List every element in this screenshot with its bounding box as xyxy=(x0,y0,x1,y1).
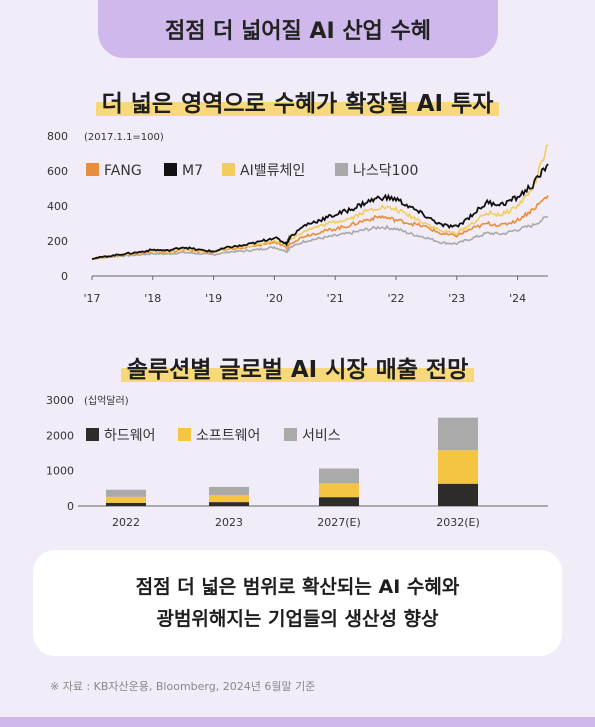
y-unit-label: (2017.1.1=100) xyxy=(84,132,164,143)
bar-service xyxy=(438,417,478,451)
bar-service xyxy=(106,489,146,497)
legend-label-fang: FANG xyxy=(104,163,142,179)
bar-hardware xyxy=(319,497,359,506)
bar-hardware xyxy=(438,483,478,506)
x-tick-label: '22 xyxy=(387,292,404,305)
y-tick-label: 200 xyxy=(47,235,68,248)
legend-label-nasdaq: 나스닥100 xyxy=(353,163,418,179)
header-title: 점점 더 넓어질 AI 산업 수혜 xyxy=(98,0,498,58)
bottom-bar xyxy=(0,717,595,727)
y-unit-label: (십억달러) xyxy=(84,395,129,407)
legend-swatch-fang xyxy=(86,163,99,176)
legend-swatch-service xyxy=(284,428,297,441)
x-tick-label: 2032(E) xyxy=(436,516,480,529)
legend-swatch-nasdaq xyxy=(335,163,348,176)
bar-software xyxy=(319,483,359,498)
bar-hardware xyxy=(106,502,146,506)
bar-service xyxy=(209,486,249,496)
line-chart: 0 200 400 600 800 (2017.1.1=100) '17 '18 '19 '20 '… xyxy=(47,130,549,305)
bar-hardware xyxy=(209,502,249,506)
x-tick-label: '20 xyxy=(266,292,283,305)
summary-box: 점점 더 넓은 범위로 확산되는 AI 수혜와 광범위해지는 기업들의 생산성 … xyxy=(33,550,562,656)
series-line-ai_chain xyxy=(91,144,549,260)
bar-software xyxy=(209,495,249,503)
x-tick-label: '24 xyxy=(509,292,526,305)
bar-service xyxy=(319,468,359,484)
legend-swatch-software xyxy=(178,428,191,441)
legend-swatch-hardware xyxy=(86,428,99,441)
series-line-m7 xyxy=(91,163,549,260)
series-line-nasdaq xyxy=(91,215,549,260)
x-tick-label: '23 xyxy=(448,292,465,305)
legend-label-ai_chain: AI밸류체인 xyxy=(240,163,305,179)
x-tick-label: '19 xyxy=(205,292,222,305)
chart2-title: 솔루션별 글로벌 AI 시장 매출 전망 xyxy=(0,350,595,384)
summary-line-2: 광범위해지는 기업들의 생산성 향상 xyxy=(156,608,439,630)
y-tick-label: 400 xyxy=(47,200,68,213)
bar-software xyxy=(106,496,146,503)
x-tick-label: '21 xyxy=(327,292,344,305)
legend-label-service: 서비스 xyxy=(302,428,341,444)
x-tick-label: 2027(E) xyxy=(317,516,361,529)
legend-swatch-m7 xyxy=(164,163,177,176)
legend-swatch-ai_chain xyxy=(222,163,235,176)
bar-software xyxy=(438,450,478,484)
chart1-title: 더 넓은 영역으로 수혜가 확장될 AI 투자 xyxy=(0,84,595,118)
y-tick-label: 800 xyxy=(47,130,68,143)
y-tick-label: 3000 xyxy=(46,394,74,407)
x-tick-label: '17 xyxy=(83,292,100,305)
y-tick-label: 1000 xyxy=(46,465,74,478)
x-tick-label: 2023 xyxy=(215,516,243,529)
x-tick-label: '18 xyxy=(144,292,161,305)
legend-label-software: 소프트웨어 xyxy=(196,428,260,444)
bar-chart: 0 1000 2000 3000 (십억달러) 2022 2023 2027(E) 2032(E… xyxy=(46,394,548,529)
legend-label-m7: M7 xyxy=(182,163,203,179)
y-tick-label: 600 xyxy=(47,165,68,178)
legend-label-hardware: 하드웨어 xyxy=(104,428,156,444)
y-tick-label: 0 xyxy=(61,270,68,283)
summary-line-1: 점점 더 넓은 범위로 확산되는 AI 수혜와 xyxy=(135,576,460,598)
y-tick-label: 0 xyxy=(67,500,74,513)
x-tick-label: 2022 xyxy=(112,516,140,529)
y-tick-label: 2000 xyxy=(46,429,74,442)
source-note: ※ 자료 : KB자산운용, Bloomberg, 2024년 6월말 기준 xyxy=(50,680,316,693)
